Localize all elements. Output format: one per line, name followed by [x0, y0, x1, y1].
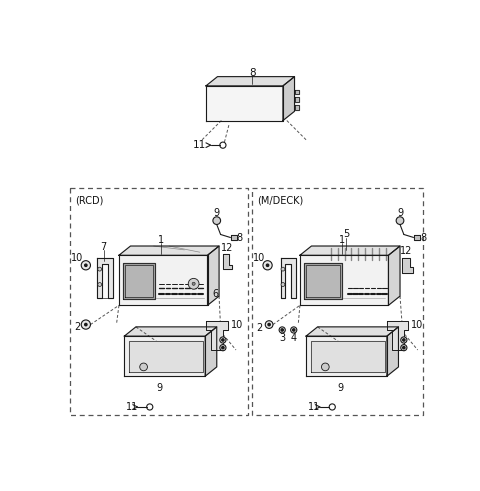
- Polygon shape: [295, 90, 299, 94]
- Text: 8: 8: [249, 68, 255, 78]
- Circle shape: [401, 345, 407, 351]
- Text: 12: 12: [221, 243, 233, 252]
- Circle shape: [401, 337, 407, 343]
- Circle shape: [281, 283, 285, 286]
- Polygon shape: [281, 258, 296, 298]
- Polygon shape: [119, 255, 207, 305]
- Circle shape: [98, 283, 102, 286]
- Text: 9: 9: [156, 383, 163, 393]
- Circle shape: [98, 267, 102, 271]
- Circle shape: [403, 347, 405, 349]
- Text: 10: 10: [411, 320, 423, 329]
- Circle shape: [222, 339, 224, 341]
- Circle shape: [84, 264, 87, 267]
- Polygon shape: [306, 336, 387, 376]
- Polygon shape: [306, 265, 340, 297]
- Circle shape: [220, 337, 226, 343]
- Polygon shape: [119, 246, 219, 255]
- Polygon shape: [311, 341, 384, 372]
- Circle shape: [322, 363, 329, 371]
- Polygon shape: [206, 321, 228, 350]
- Polygon shape: [230, 235, 237, 240]
- Polygon shape: [300, 246, 400, 255]
- Text: 9: 9: [337, 383, 343, 393]
- Circle shape: [279, 327, 285, 333]
- Circle shape: [268, 324, 270, 326]
- Text: 4: 4: [291, 333, 297, 343]
- Text: 10: 10: [253, 252, 265, 263]
- Circle shape: [266, 264, 269, 267]
- Polygon shape: [123, 263, 155, 299]
- Circle shape: [220, 345, 226, 351]
- Polygon shape: [295, 97, 299, 102]
- Text: 8: 8: [420, 233, 426, 243]
- Polygon shape: [304, 263, 342, 299]
- Text: 7: 7: [100, 242, 107, 252]
- Polygon shape: [402, 258, 413, 273]
- Text: 8: 8: [237, 233, 243, 243]
- Polygon shape: [129, 341, 203, 372]
- Polygon shape: [124, 336, 205, 376]
- Circle shape: [188, 278, 199, 289]
- Circle shape: [81, 320, 90, 329]
- Text: 1: 1: [158, 235, 164, 245]
- Polygon shape: [300, 255, 388, 305]
- Circle shape: [222, 347, 224, 349]
- Circle shape: [281, 329, 283, 331]
- Polygon shape: [124, 327, 217, 336]
- Text: 3: 3: [279, 333, 285, 343]
- Polygon shape: [206, 86, 283, 120]
- Text: 6: 6: [212, 289, 218, 299]
- Circle shape: [192, 282, 195, 285]
- Polygon shape: [387, 321, 408, 350]
- Text: 11: 11: [309, 402, 321, 412]
- Polygon shape: [306, 327, 398, 336]
- Polygon shape: [387, 327, 398, 376]
- Polygon shape: [388, 246, 400, 305]
- Circle shape: [265, 321, 273, 328]
- Circle shape: [84, 324, 87, 326]
- Text: 11: 11: [126, 402, 138, 412]
- Text: 11: 11: [192, 140, 206, 150]
- Circle shape: [213, 217, 221, 224]
- Circle shape: [403, 339, 405, 341]
- Text: (M/DECK): (M/DECK): [257, 196, 303, 206]
- Text: 9: 9: [214, 208, 220, 218]
- Polygon shape: [283, 77, 295, 120]
- Polygon shape: [223, 254, 232, 269]
- Polygon shape: [102, 264, 108, 298]
- Polygon shape: [125, 265, 153, 297]
- Polygon shape: [206, 77, 295, 86]
- Circle shape: [293, 329, 295, 331]
- Text: 5: 5: [343, 229, 349, 240]
- Text: 12: 12: [400, 246, 412, 256]
- Polygon shape: [414, 235, 420, 240]
- Text: 2: 2: [257, 323, 263, 332]
- Polygon shape: [295, 105, 299, 110]
- Text: (RCD): (RCD): [75, 196, 103, 206]
- Circle shape: [396, 217, 404, 224]
- Circle shape: [81, 261, 90, 270]
- Text: 1: 1: [339, 235, 345, 245]
- Text: 9: 9: [397, 208, 403, 218]
- Text: 10: 10: [71, 252, 84, 263]
- Circle shape: [140, 363, 147, 371]
- Polygon shape: [207, 246, 219, 305]
- Circle shape: [291, 327, 297, 333]
- Text: 10: 10: [230, 320, 243, 329]
- Circle shape: [281, 267, 285, 271]
- Text: 2: 2: [74, 322, 81, 332]
- Circle shape: [263, 261, 272, 270]
- Polygon shape: [205, 327, 217, 376]
- Polygon shape: [97, 258, 113, 298]
